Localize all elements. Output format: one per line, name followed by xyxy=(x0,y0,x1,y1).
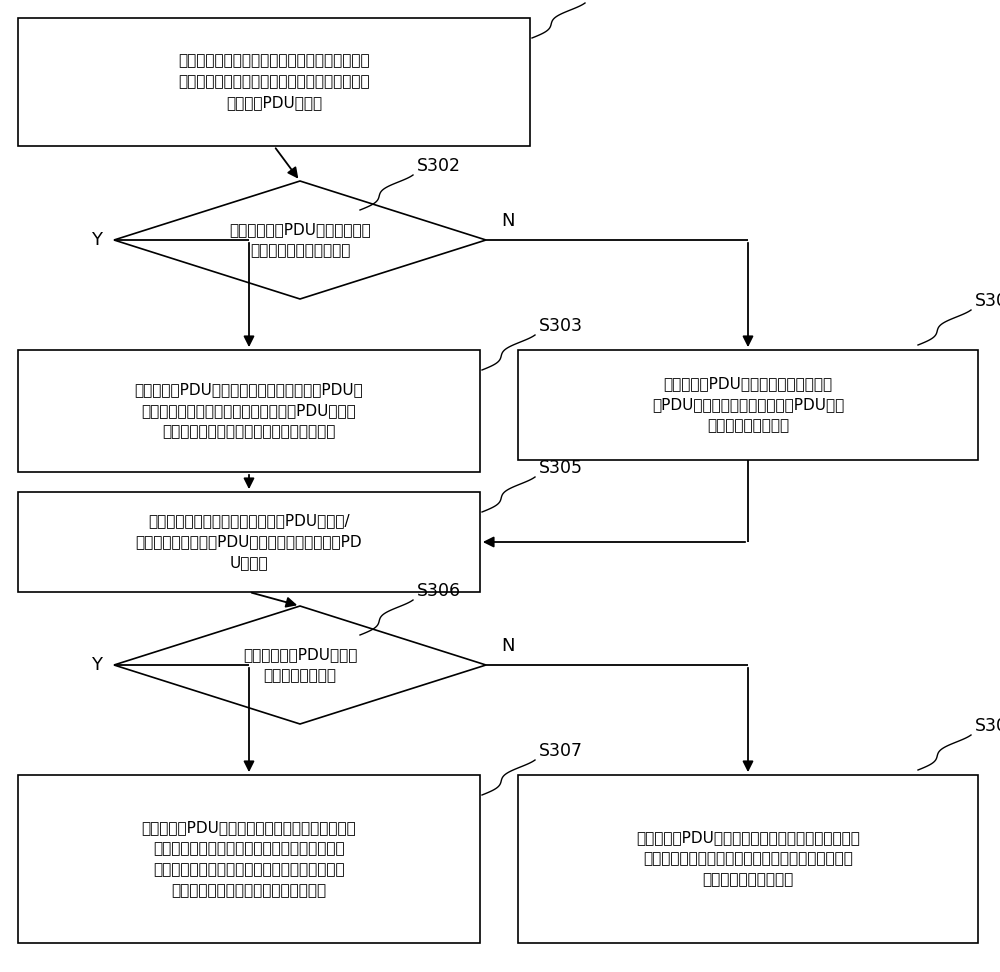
FancyBboxPatch shape xyxy=(18,492,480,592)
Text: S308: S308 xyxy=(975,717,1000,735)
Text: 判断所述第一PDU单元包的长度
是否超过短信息长度阈值: 判断所述第一PDU单元包的长度 是否超过短信息长度阈值 xyxy=(229,222,371,258)
FancyBboxPatch shape xyxy=(18,18,530,146)
Text: S305: S305 xyxy=(539,459,583,477)
Text: 将所述第一PDU单元包分包编码成多个第二PDU协
议数据包，并发送给系统层，所述第二PDU协议数
据包的长度小于或等于所述短信息长度阈值: 将所述第一PDU单元包分包编码成多个第二PDU协 议数据包，并发送给系统层，所述… xyxy=(135,383,363,439)
Text: S303: S303 xyxy=(539,317,583,335)
Text: Y: Y xyxy=(91,656,102,674)
Text: N: N xyxy=(501,212,514,230)
Text: S307: S307 xyxy=(539,742,583,760)
Text: N: N xyxy=(501,637,514,655)
Polygon shape xyxy=(114,181,486,299)
FancyBboxPatch shape xyxy=(518,775,978,943)
Text: S306: S306 xyxy=(417,582,461,600)
Text: 将接收到应用层传送的文本信息进行转码处理得
到第一数据包，将所述第一数据包进行解码处理
生成第一PDU单元包: 将接收到应用层传送的文本信息进行转码处理得 到第一数据包，将所述第一数据包进行解… xyxy=(178,53,370,111)
Text: 将所述第一PDU单元包编码处理生成第
一PDU协议数据包，将所述第一PDU协议
数据包发送给系统层: 将所述第一PDU单元包编码处理生成第 一PDU协议数据包，将所述第一PDU协议 … xyxy=(652,376,844,434)
Text: 判断所述第三PDU单元包
是否存在关联分包: 判断所述第三PDU单元包 是否存在关联分包 xyxy=(243,647,357,683)
FancyBboxPatch shape xyxy=(18,775,480,943)
FancyBboxPatch shape xyxy=(518,350,978,460)
FancyBboxPatch shape xyxy=(18,350,480,472)
Polygon shape xyxy=(114,606,486,724)
Text: 将接收到系统层传送的由所述第一PDU单元包/
关联分包编码得到的PDU协议数据包解码成第三PD
U单元包: 将接收到系统层传送的由所述第一PDU单元包/ 关联分包编码得到的PDU协议数据包… xyxy=(136,513,362,571)
Text: S302: S302 xyxy=(417,157,461,175)
Text: 将所述第三PDU单元包及其关联分包进行合并编码
，得到数据完整的第二数据包，并将所述数据完
整的第二数据包转码得到信息完整的第二文本信
息，将所述第二文本信息传: 将所述第三PDU单元包及其关联分包进行合并编码 ，得到数据完整的第二数据包，并将… xyxy=(142,820,356,898)
Text: S304: S304 xyxy=(975,292,1000,310)
Text: S301: S301 xyxy=(589,0,633,3)
Text: Y: Y xyxy=(91,231,102,249)
Text: 将所述第三PDU单元包进行编码得到第三数据包，将
所述第三数据包转码得到第三文本信息，将所述第三
文本信息传输给应用层: 将所述第三PDU单元包进行编码得到第三数据包，将 所述第三数据包转码得到第三文本… xyxy=(636,830,860,887)
